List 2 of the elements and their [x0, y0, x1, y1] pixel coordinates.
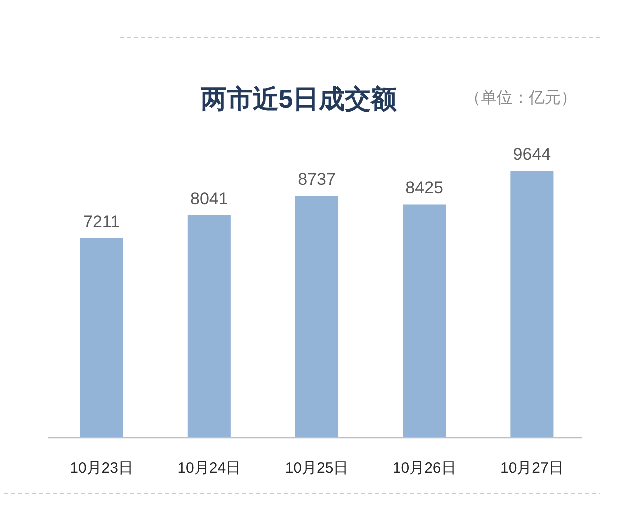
- title: 两市近5日成交额: [200, 84, 398, 114]
- subtitle: （单位：亿元）: [465, 90, 577, 107]
